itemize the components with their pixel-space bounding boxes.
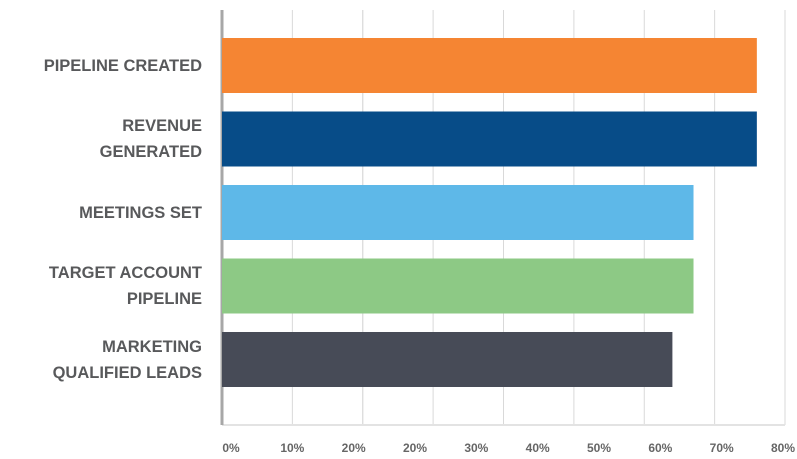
bar (222, 38, 757, 93)
bar (222, 111, 757, 167)
category-label: MEETINGS SET (79, 203, 202, 222)
category-label: PIPELINE CREATED (43, 56, 202, 75)
bar (222, 258, 694, 314)
category-label: TARGET ACCOUNT PIPELINE (48, 264, 202, 308)
x-tick-label: 40% (526, 441, 550, 455)
x-tick-label: 20% (403, 441, 427, 455)
bar (222, 332, 673, 387)
x-tick-label: 0% (222, 441, 240, 455)
x-tick-label: 20% (342, 441, 366, 455)
x-tick-label: 10% (280, 441, 304, 455)
category-label: MARKETING QUALIFIED LEADS (52, 337, 202, 382)
bar (222, 185, 694, 240)
x-tick-label: 50% (587, 441, 611, 455)
category-label: REVENUE GENERATED (99, 117, 202, 161)
x-tick-label: 80% (771, 441, 795, 455)
x-tick-label: 30% (464, 441, 488, 455)
x-tick-label: 70% (710, 441, 734, 455)
x-tick-label: 60% (648, 441, 672, 455)
